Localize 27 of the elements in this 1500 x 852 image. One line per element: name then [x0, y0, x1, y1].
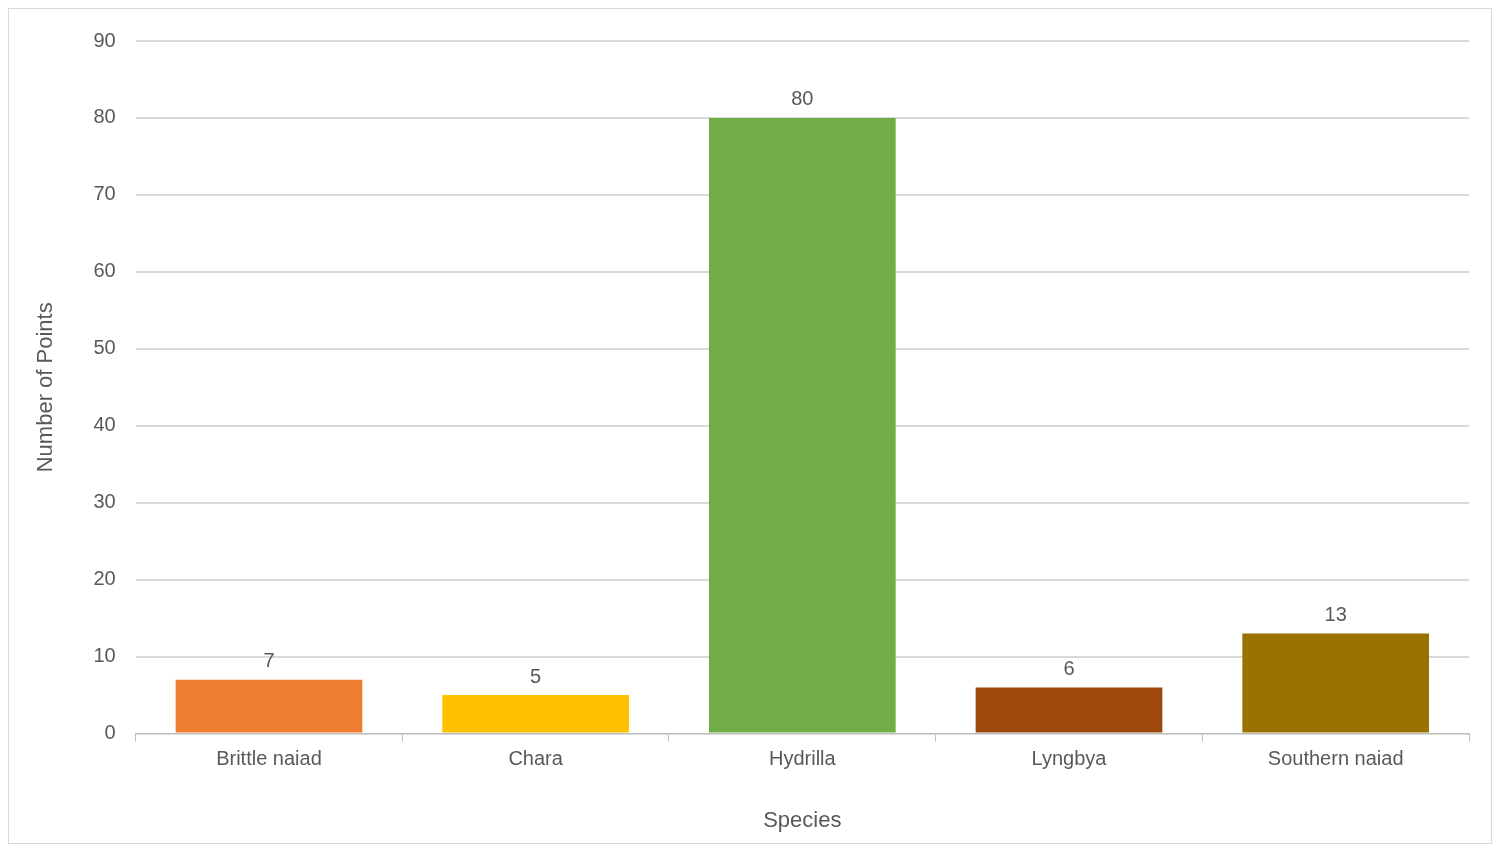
y-tick-label: 70 [93, 182, 116, 205]
bar [975, 687, 1163, 733]
x-tick-label: Chara [508, 747, 564, 770]
y-tick-label: 60 [93, 259, 116, 282]
bar [442, 695, 629, 733]
y-tick-label: 90 [93, 28, 116, 51]
data-label: 6 [1063, 656, 1075, 679]
data-label: 13 [1324, 603, 1347, 626]
bar [175, 679, 363, 733]
data-label: 5 [530, 664, 542, 687]
x-tick-label: Southern naiad [1267, 747, 1404, 770]
x-axis-title: Species [763, 806, 842, 832]
x-tick-label: Hydrilla [768, 747, 837, 770]
y-tick-label: 10 [93, 644, 116, 667]
y-axis-title: Number of Points [32, 302, 58, 473]
bar [1242, 633, 1429, 733]
x-tick-label: Brittle naiad [216, 747, 322, 770]
bar [708, 117, 896, 733]
y-tick-label: 20 [93, 567, 116, 590]
x-tick-label: Lyngbya [1031, 747, 1108, 770]
y-tick-label: 80 [93, 105, 116, 128]
data-label: 80 [791, 87, 814, 110]
y-tick-label: 30 [93, 490, 116, 513]
y-tick-label: 50 [93, 336, 116, 359]
data-label: 7 [263, 649, 275, 672]
y-tick-label: 0 [104, 721, 116, 744]
y-tick-label: 40 [93, 413, 116, 436]
